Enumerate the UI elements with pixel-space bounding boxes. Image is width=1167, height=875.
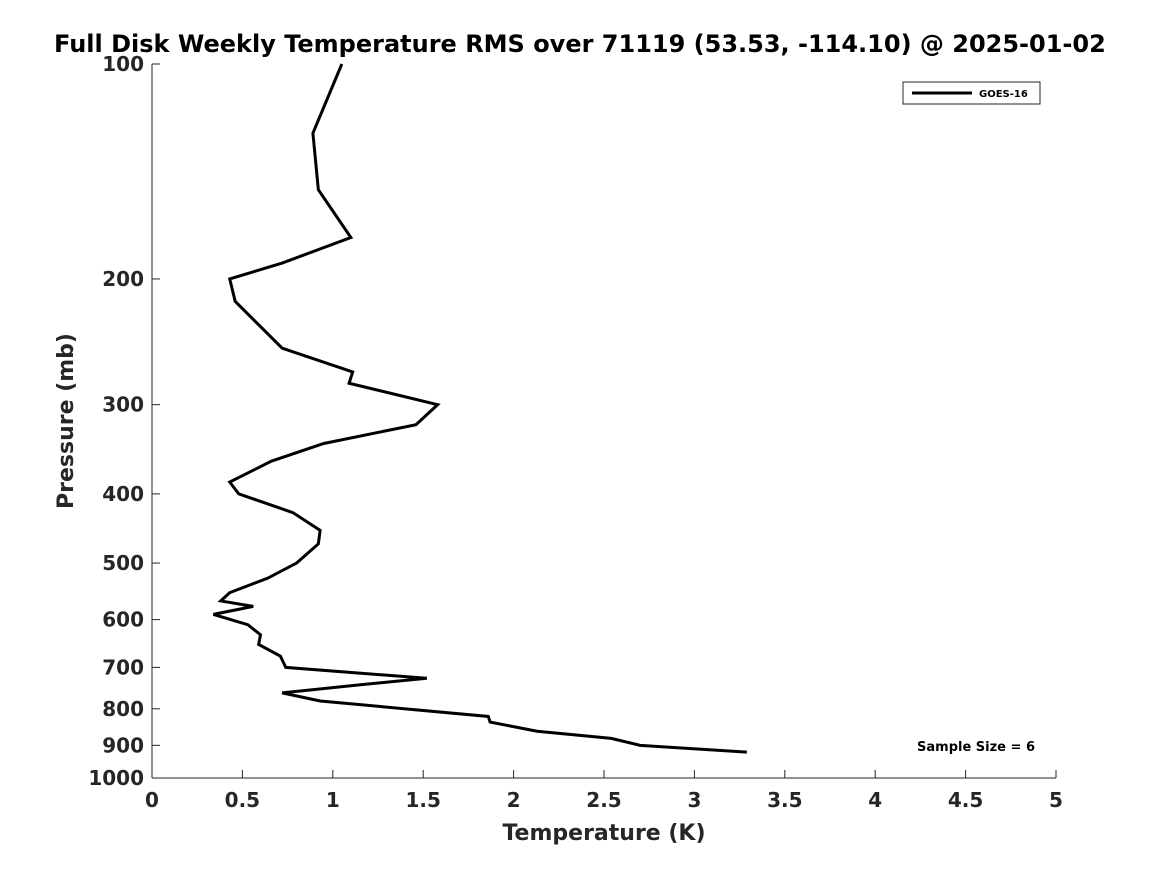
- y-tick-label: 900: [102, 733, 144, 757]
- y-tick-label: 700: [102, 655, 144, 679]
- y-tick-label: 1000: [88, 766, 144, 790]
- axes: [151, 64, 1056, 779]
- x-tick-label: 3.5: [767, 788, 802, 812]
- x-tick-label: 3: [687, 788, 701, 812]
- x-tick-label: 0: [145, 788, 159, 812]
- y-tick-label: 600: [102, 608, 144, 632]
- x-axis-title: Temperature (K): [502, 821, 705, 846]
- x-tick-label: 0.5: [225, 788, 260, 812]
- x-tick-label: 4: [868, 788, 882, 812]
- x-tick-label: 1: [326, 788, 340, 812]
- legend-label: GOES-16: [979, 89, 1028, 100]
- x-tick-label: 2: [507, 788, 521, 812]
- y-axis-title: Pressure (mb): [54, 333, 79, 509]
- legend: GOES-16: [902, 81, 1041, 105]
- chart-title: Full Disk Weekly Temperature RMS over 71…: [54, 30, 1106, 58]
- x-tick-label: 5: [1049, 788, 1063, 812]
- y-tick-label: 300: [102, 393, 144, 417]
- y-ticks: 100 200 300 400 500 600 700 800 900 1000: [88, 52, 160, 790]
- y-tick-label: 100: [102, 52, 144, 76]
- sample-size-annotation: Sample Size = 6: [917, 740, 1035, 755]
- y-tick-label: 500: [102, 551, 144, 575]
- x-tick-label: 2.5: [586, 788, 621, 812]
- series-group: [213, 63, 747, 754]
- y-tick-label: 400: [102, 482, 144, 506]
- y-tick-label: 200: [102, 267, 144, 291]
- x-tick-label: 1.5: [405, 788, 440, 812]
- x-ticks: 0 0.5 1 1.5 2 2.5 3 3.5 4 4.5 5: [145, 770, 1063, 812]
- x-tick-label: 4.5: [948, 788, 983, 812]
- series-line-0: [213, 63, 747, 754]
- y-tick-label: 800: [102, 697, 144, 721]
